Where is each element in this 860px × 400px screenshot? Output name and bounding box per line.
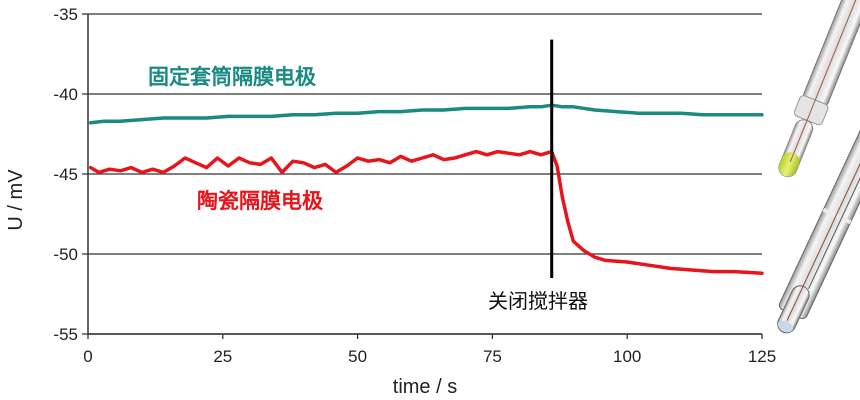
y-tick-label: -45 <box>53 165 78 184</box>
electrode-ceramic-image <box>777 127 860 334</box>
y-tick-labels: -35 -40 -45 -50 -55 <box>53 5 78 344</box>
x-tick-label: 75 <box>483 347 502 366</box>
x-tick-labels: 0 25 50 75 100 125 <box>83 334 776 366</box>
series-line-ceramic <box>88 149 764 275</box>
axes <box>87 14 762 335</box>
electrode-fixed-sleeve-image <box>778 0 860 178</box>
x-tick-label: 100 <box>613 347 641 366</box>
annotation-stirrer-off: 关闭搅拌器 <box>488 289 588 313</box>
series-line-fixed-sleeve <box>88 103 764 125</box>
x-axis-title: time / s <box>393 376 457 398</box>
y-axis-title: U / mV <box>5 169 27 231</box>
y-tick-label: -35 <box>53 5 78 24</box>
series-label-ceramic: 陶瓷隔膜电极 <box>197 189 324 213</box>
series-lines <box>88 103 764 275</box>
y-tick-label: -55 <box>53 325 78 344</box>
grid-lines <box>82 13 762 335</box>
x-tick-label: 25 <box>213 347 232 366</box>
y-tick-label: -40 <box>53 85 78 104</box>
y-tick-label: -50 <box>53 245 78 264</box>
x-tick-label: 0 <box>83 347 92 366</box>
x-tick-label: 50 <box>348 347 367 366</box>
x-tick-label: 125 <box>748 347 776 366</box>
series-label-fixed-sleeve: 固定套筒隔膜电极 <box>148 65 317 89</box>
